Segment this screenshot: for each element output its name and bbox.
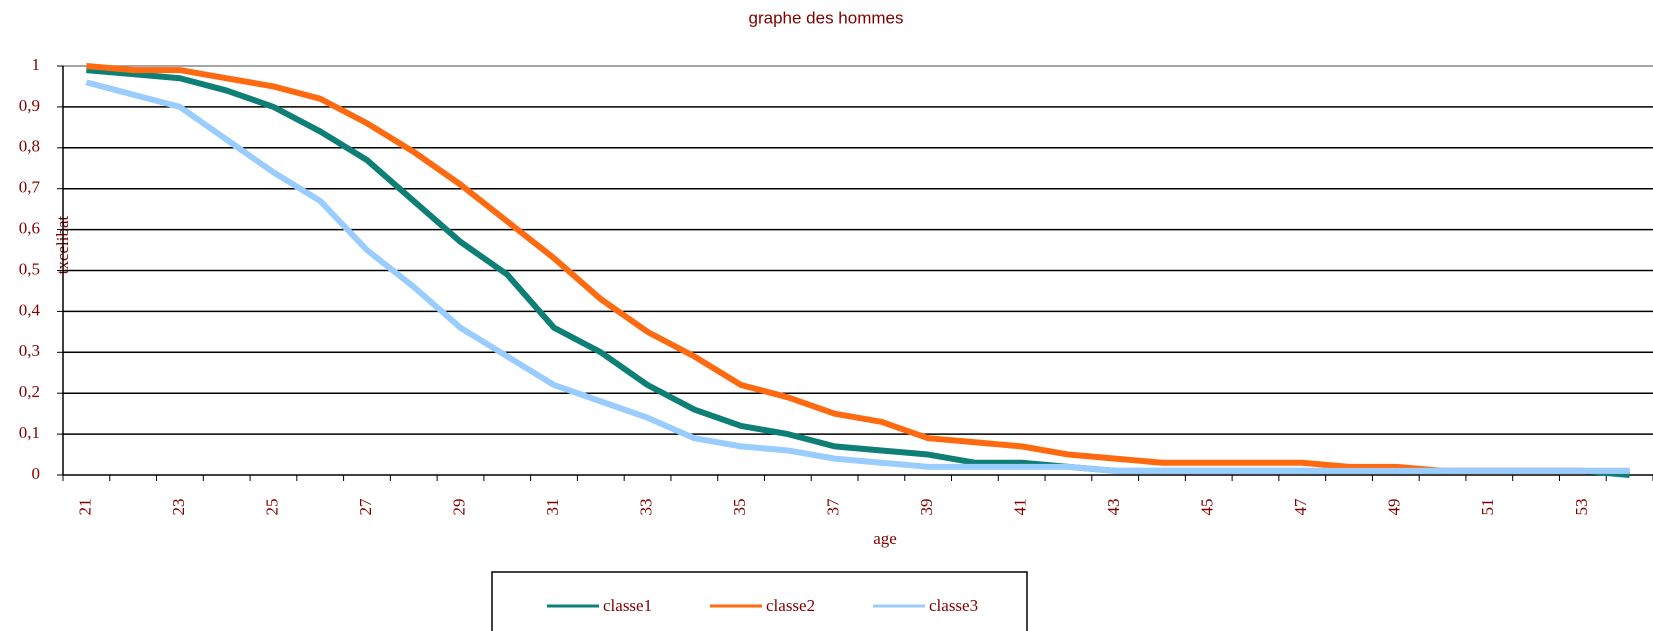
- x-tick-label: 25: [262, 499, 281, 516]
- legend-label: classe1: [603, 596, 652, 615]
- y-tick-label: 0,2: [19, 382, 40, 401]
- y-tick-label: 0,1: [19, 423, 40, 442]
- y-tick-label: 0,4: [19, 300, 41, 319]
- y-tick-label: 0,7: [19, 178, 41, 197]
- x-tick-label: 49: [1385, 499, 1404, 516]
- series-line: [85, 79, 1630, 474]
- x-tick-label: 47: [1291, 498, 1310, 516]
- x-tick-label: 23: [169, 499, 188, 516]
- series-line: [86, 63, 1630, 474]
- legend-label: classe3: [929, 596, 978, 615]
- y-tick-label: 1: [32, 55, 41, 74]
- x-tick-label: 51: [1478, 499, 1497, 516]
- x-tick-label: 21: [75, 499, 94, 516]
- y-tick-label: 0,3: [19, 341, 40, 360]
- x-tick-label: 35: [730, 499, 749, 516]
- x-tick-label: 43: [1104, 499, 1123, 516]
- y-tick-label: 0,6: [19, 219, 40, 238]
- legend-label: classe2: [766, 596, 815, 615]
- series-line: [86, 67, 1630, 478]
- y-tick-label: 0,9: [19, 96, 40, 115]
- x-tick-label: 37: [824, 498, 843, 516]
- x-tick-label: 45: [1198, 499, 1217, 516]
- x-tick-label: 27: [356, 498, 375, 516]
- y-tick-label: 0,8: [19, 137, 40, 156]
- y-tick-label: 0: [32, 464, 41, 483]
- x-tick-label: 53: [1572, 499, 1591, 516]
- x-tick-label: 33: [636, 499, 655, 516]
- y-tick-label: 0,5: [19, 259, 40, 278]
- x-axis-label: age: [873, 529, 897, 548]
- legend-box: [491, 571, 1028, 631]
- chart-title: graphe des hommes: [749, 8, 904, 27]
- x-tick-label: 31: [543, 499, 562, 516]
- x-tick-label: 41: [1011, 499, 1030, 516]
- x-tick-label: 39: [917, 499, 936, 516]
- x-tick-label: 29: [449, 499, 468, 516]
